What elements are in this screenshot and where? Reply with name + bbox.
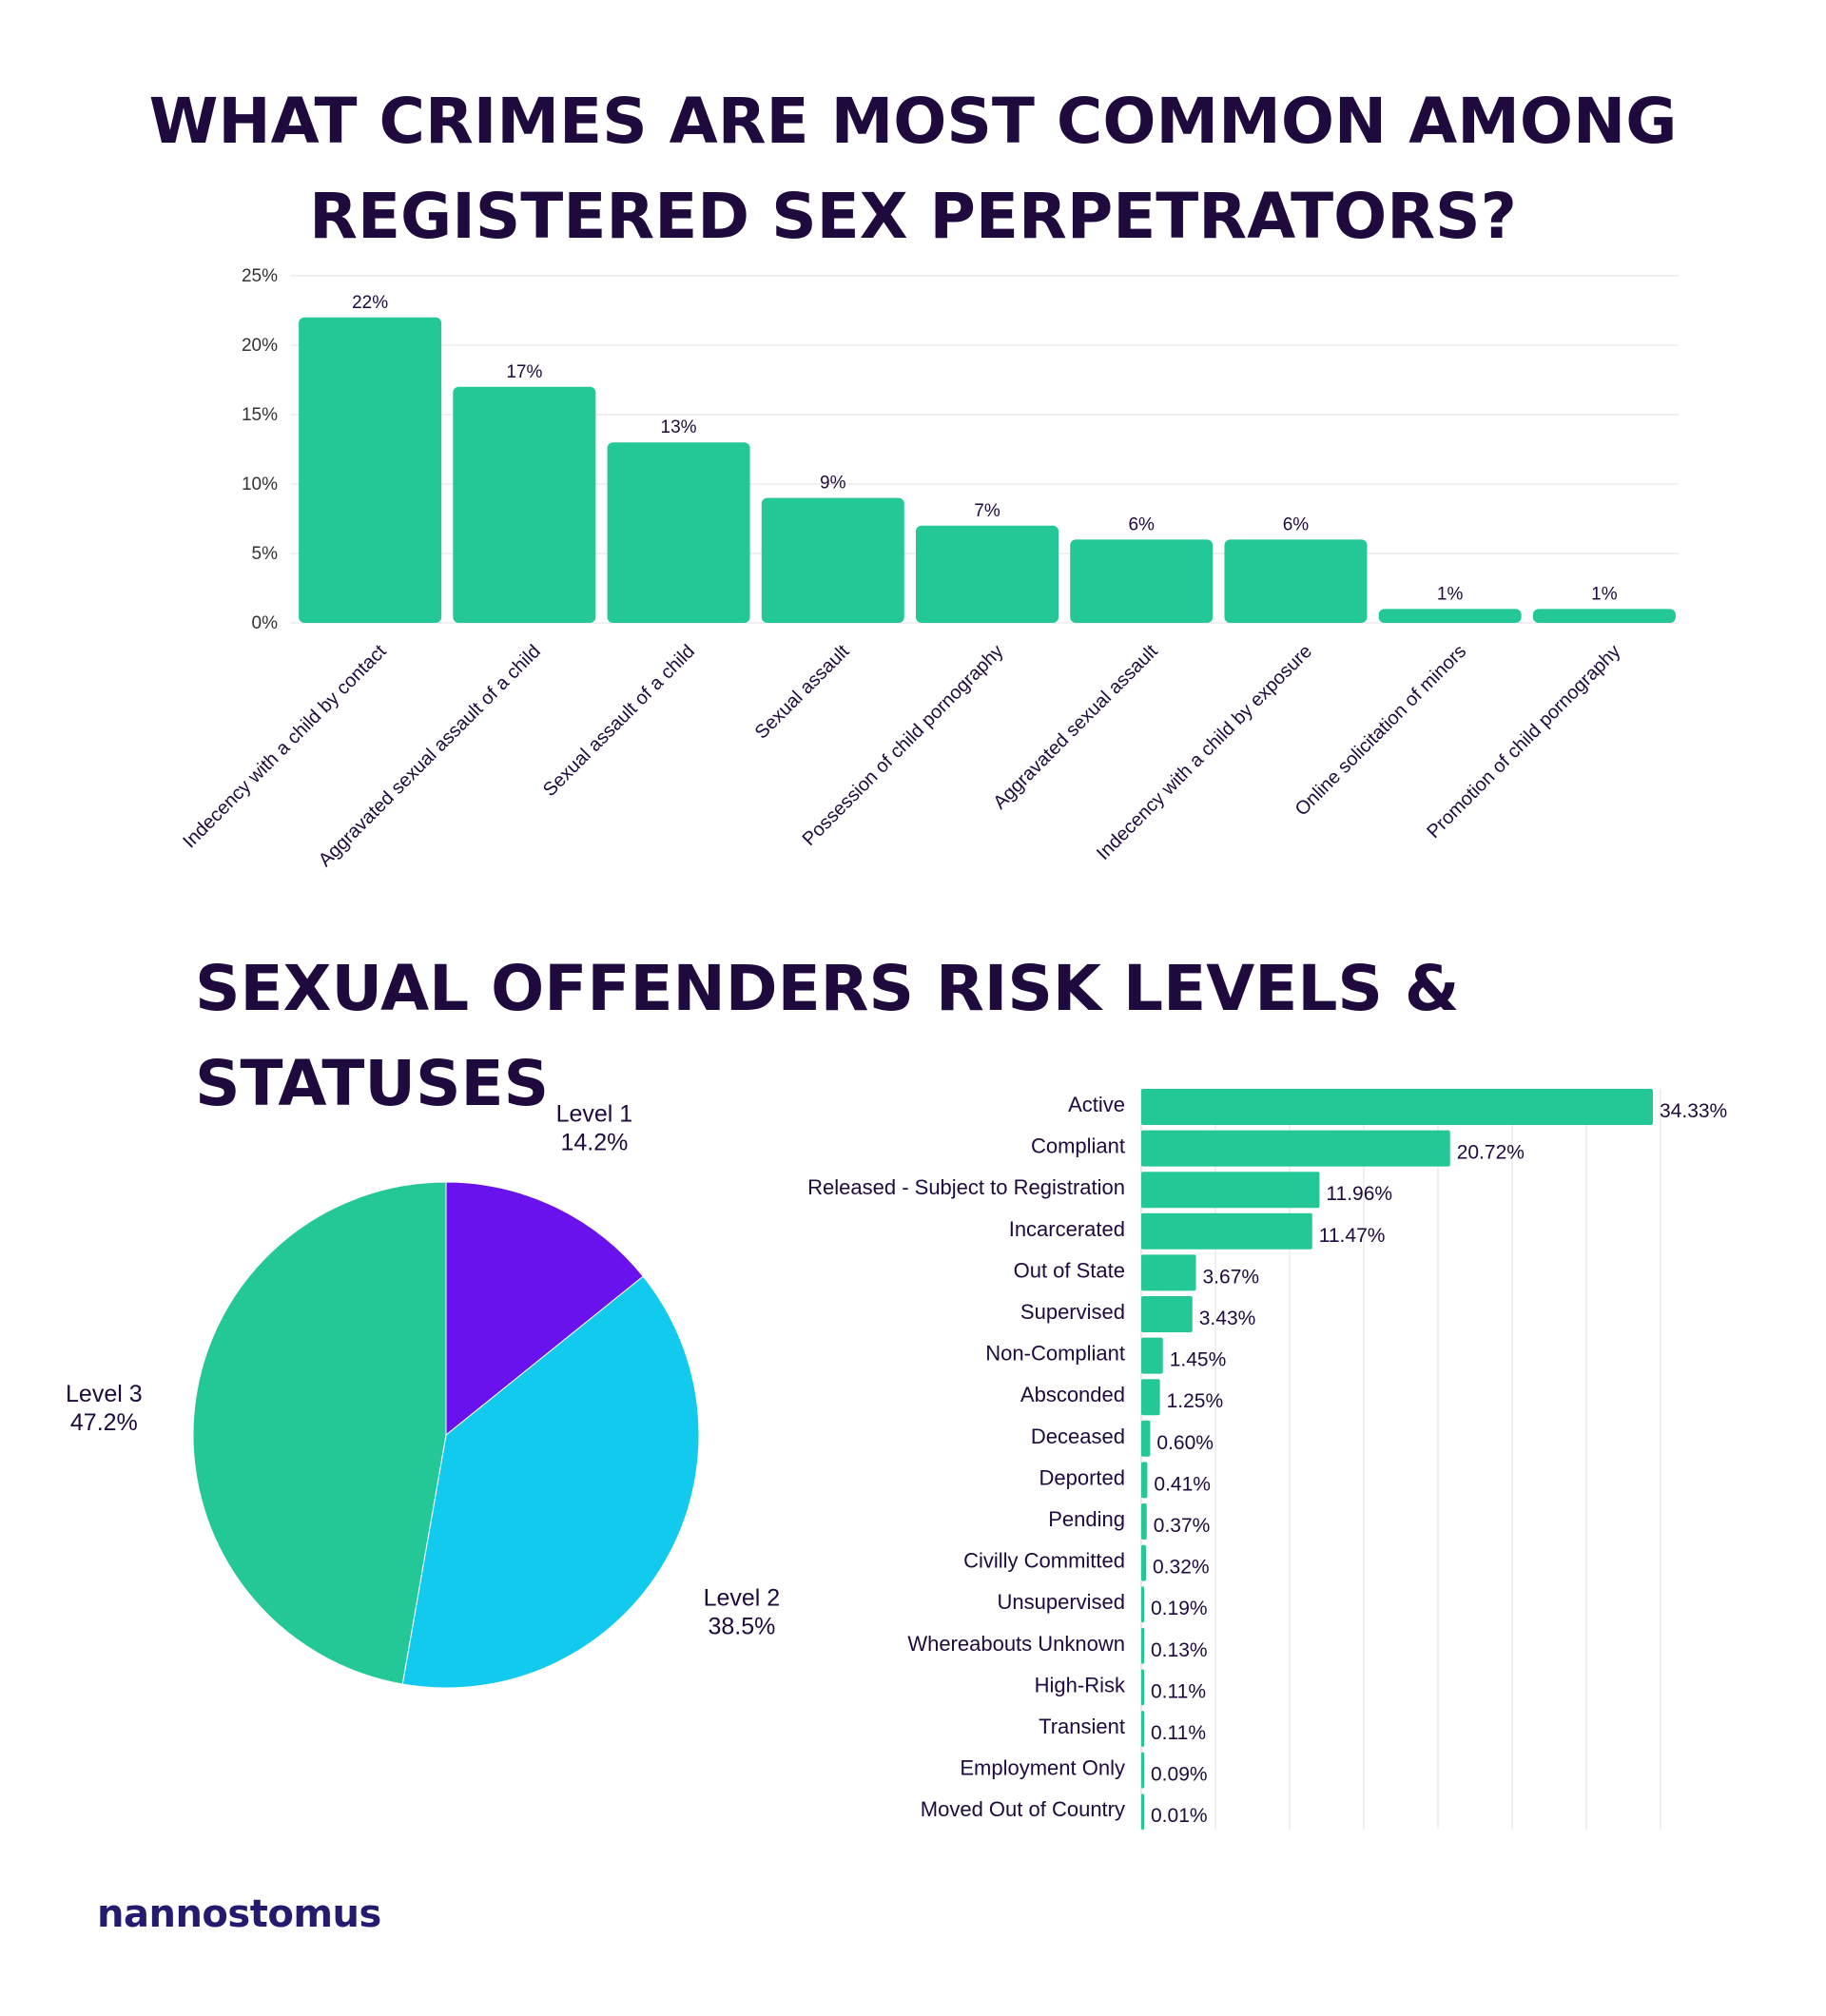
- chart-title-line-1: WHAT CRIMES ARE MOST COMMON AMONG: [148, 85, 1678, 158]
- bar-value-label: 0.37%: [1154, 1515, 1211, 1537]
- pie-value-label: 38.5%: [708, 1613, 775, 1639]
- y-tick-label: Civilly Committed: [963, 1549, 1125, 1573]
- bar-value-label: 13%: [661, 417, 697, 437]
- bar: [607, 442, 750, 623]
- y-tick-label: Moved Out of Country: [921, 1797, 1125, 1821]
- y-tick-label: Active: [1068, 1093, 1125, 1116]
- bar: [1141, 1544, 1147, 1581]
- y-tick-label: Deceased: [1031, 1425, 1125, 1448]
- bar-value-label: 1.25%: [1167, 1390, 1224, 1412]
- y-tick-label: Compliant: [1031, 1134, 1125, 1158]
- bar-value-label: 1.45%: [1170, 1349, 1227, 1371]
- bar: [1141, 1752, 1144, 1789]
- bar: [1378, 609, 1522, 623]
- bar-value-label: 22%: [352, 293, 388, 313]
- y-tick-label: Employment Only: [960, 1756, 1125, 1780]
- y-tick-label: Released - Subject to Registration: [807, 1175, 1125, 1199]
- bar-value-label: 3.43%: [1199, 1308, 1256, 1329]
- pie-label: Level 2: [704, 1584, 781, 1611]
- bar-value-label: 0.13%: [1151, 1639, 1208, 1661]
- bar-value-label: 7%: [974, 501, 1000, 521]
- bar: [1141, 1586, 1144, 1623]
- section-title: SEXUAL OFFENDERS RISK LEVELS & STATUSES: [195, 952, 1460, 1120]
- y-tick-label: Supervised: [1020, 1300, 1125, 1324]
- x-tick-label: Sexual assault: [751, 641, 854, 744]
- bar-value-label: 6%: [1283, 514, 1310, 534]
- bar-value-label: 11.96%: [1326, 1183, 1392, 1205]
- bar-value-label: 0.60%: [1156, 1432, 1214, 1454]
- y-tick-label: Transient: [1039, 1715, 1125, 1738]
- x-tick-label: Online solicitation of minors: [1292, 641, 1470, 820]
- bar: [1141, 1793, 1144, 1831]
- bar-value-label: 0.32%: [1153, 1557, 1210, 1579]
- bar: [1141, 1254, 1196, 1291]
- bar-value-label: 0.41%: [1154, 1473, 1211, 1495]
- y-tick-label: 10%: [242, 475, 278, 494]
- bar: [453, 386, 596, 623]
- chart-title-line-2: REGISTERED SEX PERPETRATORS?: [309, 180, 1517, 253]
- bar: [1141, 1337, 1163, 1374]
- x-tick-label: Aggravated sexual assault: [989, 641, 1162, 814]
- bar-value-label: 3.67%: [1203, 1266, 1260, 1288]
- y-tick-label: 0%: [252, 613, 279, 633]
- bar: [1141, 1627, 1144, 1664]
- pie-value-label: 47.2%: [70, 1409, 138, 1436]
- y-tick-label: Unsupervised: [997, 1590, 1125, 1614]
- bar: [1141, 1420, 1151, 1457]
- chart-title: WHAT CRIMES ARE MOST COMMON AMONG REGISTE…: [0, 74, 1826, 264]
- bar-value-label: 9%: [820, 474, 846, 494]
- y-tick-label: High-Risk: [1035, 1673, 1126, 1696]
- bar-value-label: 20.72%: [1457, 1142, 1525, 1164]
- bar: [1141, 1089, 1653, 1125]
- y-tick-label: Non-Compliant: [985, 1342, 1125, 1366]
- bar: [1141, 1379, 1160, 1416]
- y-tick-label: 15%: [242, 405, 278, 425]
- bar: [1141, 1296, 1193, 1332]
- bar: [1141, 1503, 1147, 1540]
- bar: [1141, 1212, 1312, 1250]
- bar-value-label: 0.11%: [1151, 1722, 1206, 1744]
- bar-value-label: 0.19%: [1151, 1598, 1208, 1619]
- bar: [916, 525, 1059, 623]
- x-tick-label: Sexual assault of a child: [539, 641, 699, 801]
- y-tick-label: 25%: [242, 266, 278, 286]
- pie-label: Level 3: [66, 1381, 143, 1407]
- bar-value-label: 0.01%: [1151, 1805, 1208, 1827]
- bar-value-label: 11.47%: [1319, 1225, 1386, 1247]
- y-tick-label: 5%: [252, 544, 279, 564]
- pie-slice: [445, 1181, 644, 1437]
- bar: [1224, 539, 1368, 623]
- bar: [1141, 1669, 1144, 1706]
- y-tick-label: 20%: [242, 336, 278, 356]
- y-tick-label: Absconded: [1020, 1383, 1125, 1406]
- y-tick-label: Incarcerated: [1009, 1217, 1125, 1241]
- y-tick-label: Deported: [1039, 1465, 1125, 1489]
- bar: [1141, 1172, 1320, 1209]
- bar: [1141, 1711, 1144, 1747]
- bar-value-label: 0.11%: [1151, 1680, 1206, 1702]
- pie-label: Level 1: [556, 1100, 633, 1127]
- bar: [1070, 539, 1214, 623]
- brand-logo: nannostomus: [97, 1892, 381, 1936]
- bar-value-label: 1%: [1591, 584, 1618, 604]
- pie-value-label: 14.2%: [560, 1129, 628, 1155]
- bar: [1532, 609, 1676, 623]
- bar-value-label: 34.33%: [1660, 1100, 1727, 1122]
- bar-value-label: 17%: [506, 362, 542, 382]
- y-tick-label: Pending: [1048, 1507, 1125, 1531]
- y-tick-label: Out of State: [1014, 1258, 1125, 1282]
- bar-value-label: 1%: [1437, 584, 1464, 604]
- bar-value-label: 6%: [1128, 514, 1155, 534]
- bar-value-label: 0.09%: [1151, 1764, 1208, 1786]
- pie-slice: [401, 1275, 700, 1689]
- bar: [1141, 1462, 1148, 1499]
- bar: [299, 317, 442, 623]
- bar: [1141, 1130, 1450, 1167]
- y-tick-label: Whereabouts Unknown: [907, 1632, 1125, 1656]
- bar: [761, 497, 904, 623]
- pie-slice: [192, 1181, 447, 1685]
